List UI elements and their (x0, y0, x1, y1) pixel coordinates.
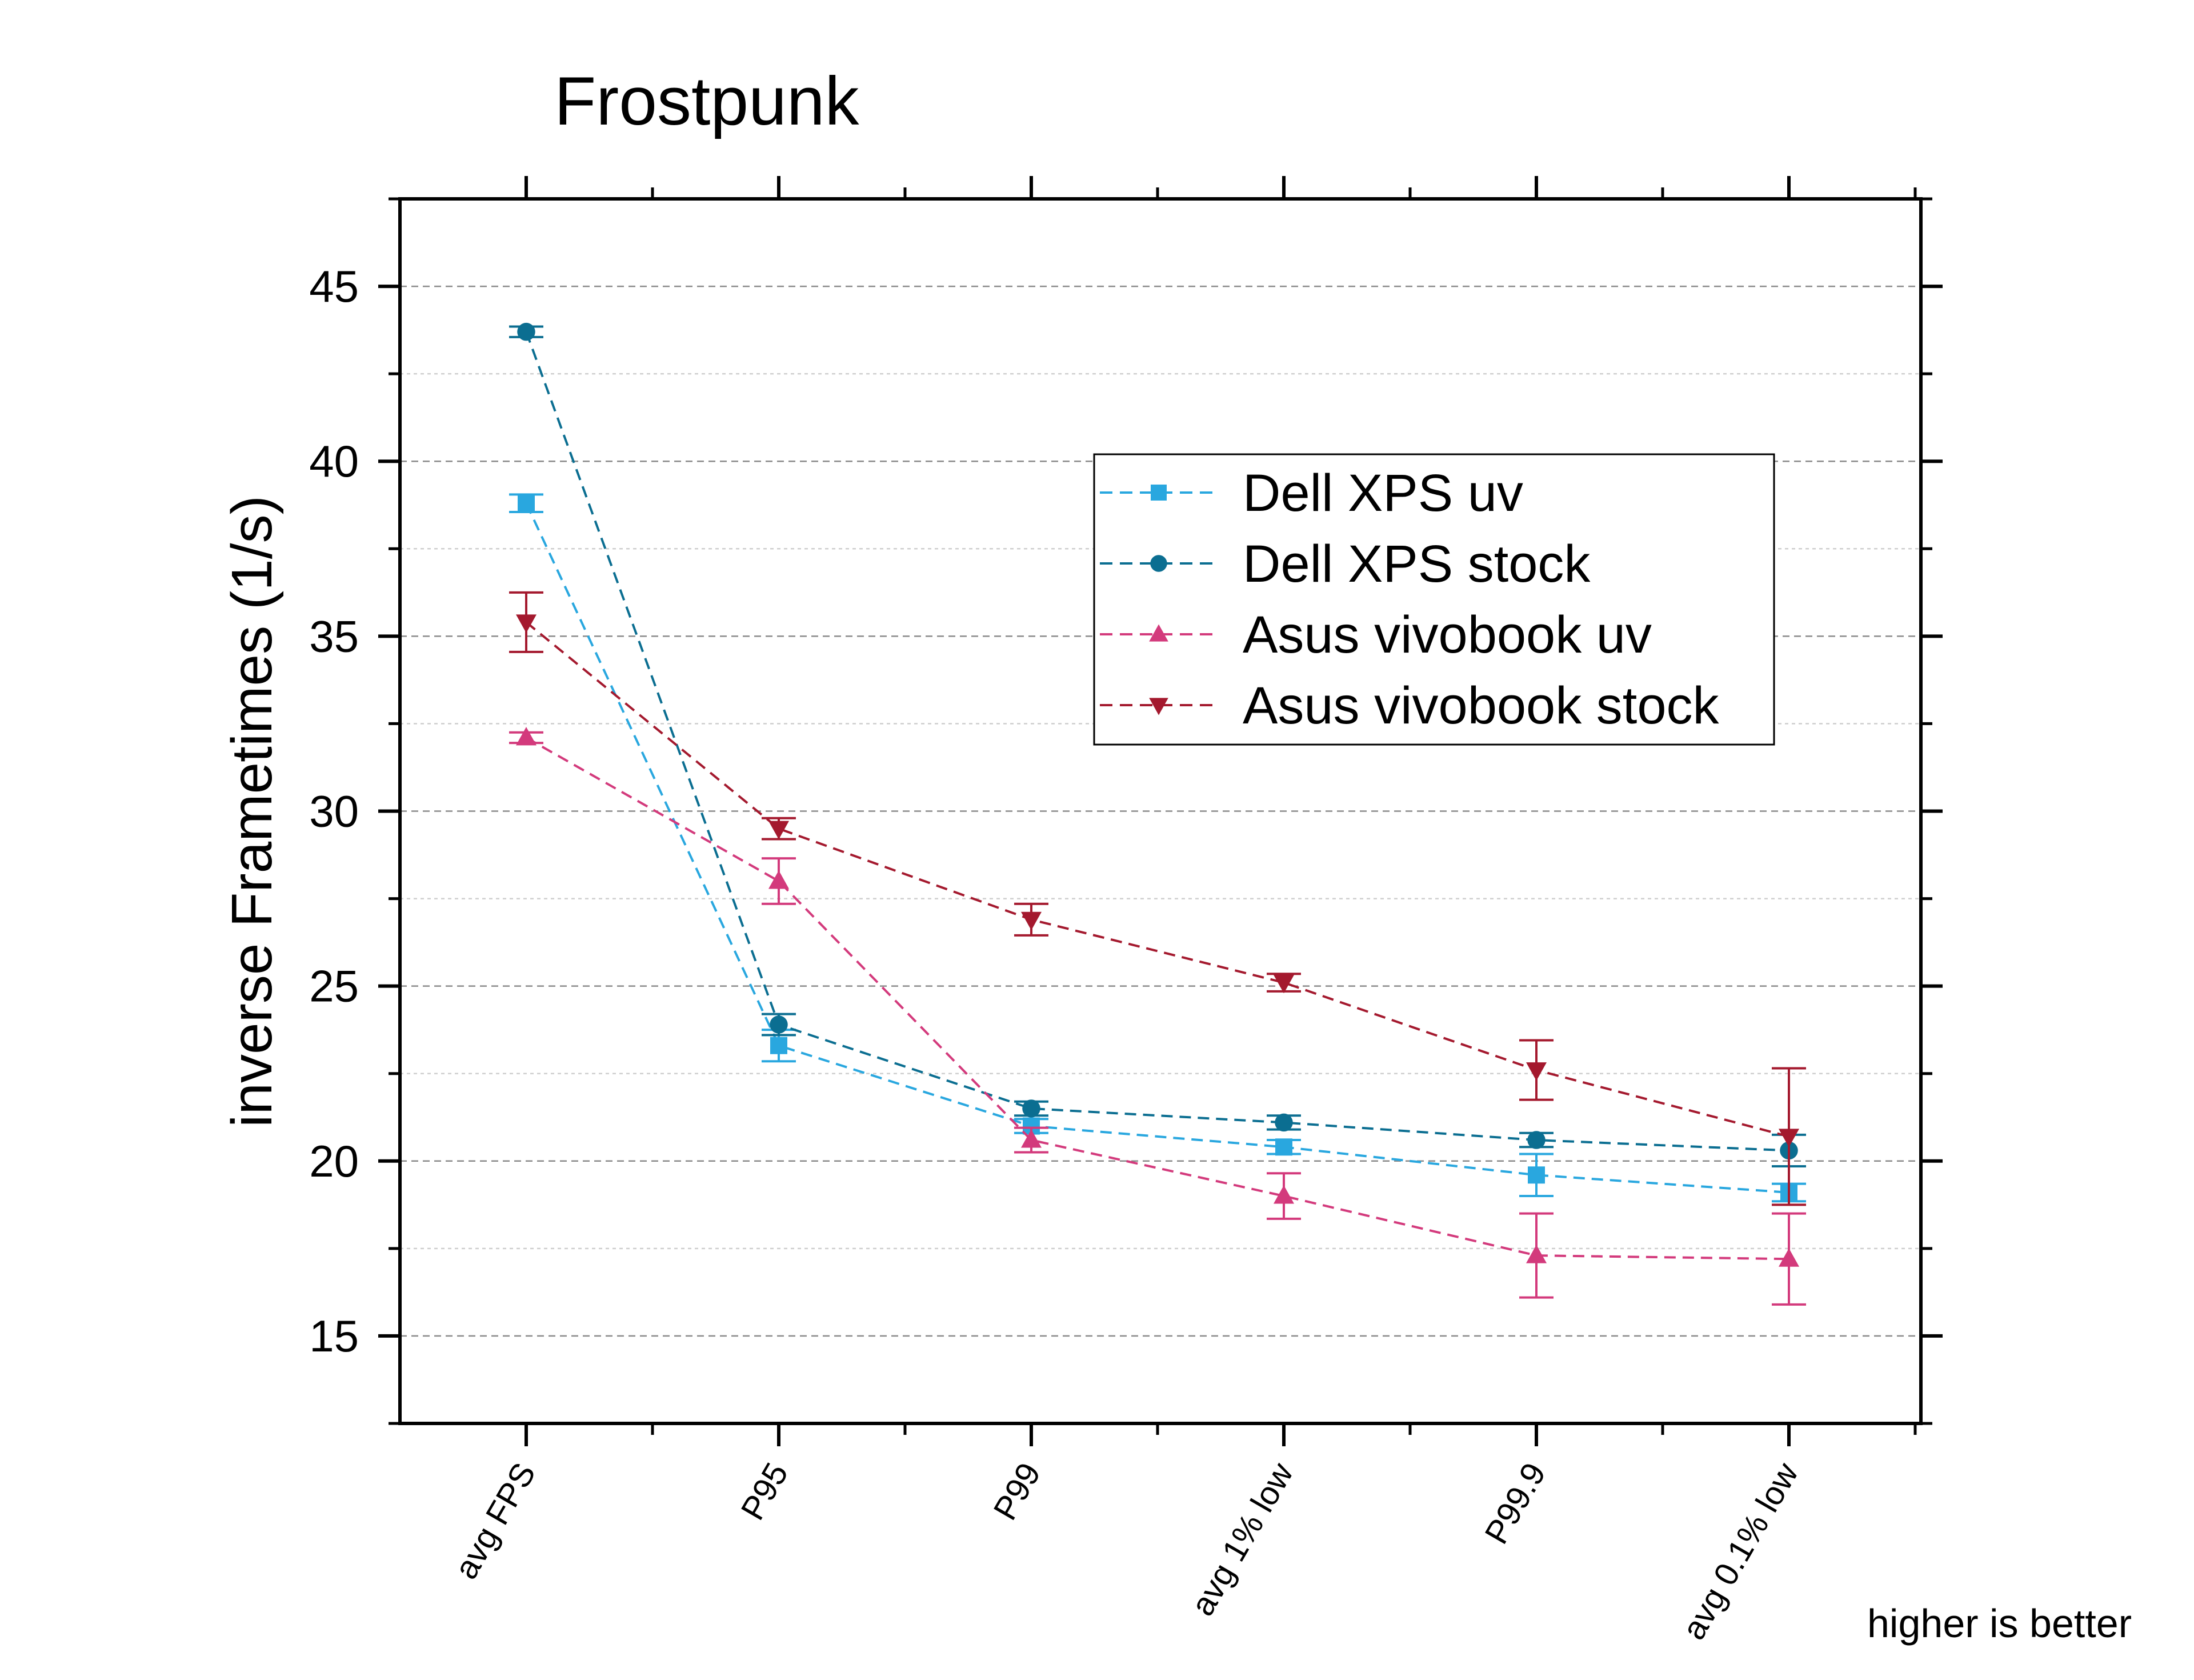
series-asus-vivobook-uv (509, 727, 1806, 1306)
y-tick-label: 30 (309, 786, 359, 837)
series (509, 322, 1806, 1306)
marker-triangle-down (768, 821, 789, 839)
marker-triangle-up (1779, 1248, 1799, 1267)
series-line (525, 502, 1789, 1194)
marker-triangle-down (1274, 975, 1294, 994)
series-line (526, 737, 1789, 1261)
x-tick-label: P99 (986, 1457, 1048, 1526)
marker-circle (1527, 1131, 1546, 1149)
y-tick-label: 45 (309, 261, 359, 311)
legend: Dell XPS uv Dell XPS stock Asus vivobook u… (1093, 453, 1775, 746)
legend-entry: Asus vivobook uv (1100, 606, 1652, 664)
grid-lines (400, 198, 1921, 1425)
y-axis-label: inverse Frametimes (1/s) (220, 495, 284, 1127)
marker-triangle-down (1149, 698, 1168, 715)
x-tick-label: P99.9 (1478, 1457, 1553, 1550)
marker-circle (517, 322, 535, 341)
legend-box (1093, 453, 1775, 746)
marker-triangle-up (1149, 624, 1168, 642)
x-tick-label: P95 (734, 1457, 795, 1526)
marker-triangle-up (516, 727, 537, 746)
y-tick-label: 35 (309, 611, 359, 661)
marker-circle (1275, 1113, 1293, 1132)
marker-triangle-up (1526, 1245, 1547, 1263)
marker-triangle-down (1021, 911, 1042, 931)
legend-entry: Asus vivobook stock (1100, 677, 1719, 735)
x-tick-label: avg 0.1% low (1675, 1456, 1805, 1646)
marker-circle (1022, 1099, 1040, 1118)
marker-triangle-up (768, 870, 789, 889)
marker-square (1528, 1166, 1545, 1184)
marker-triangle-down (1526, 1062, 1547, 1081)
chart-title: Frostpunk (554, 63, 860, 139)
legend-entry: Dell XPS stock (1100, 535, 1591, 593)
y-tick-label: 40 (309, 436, 359, 486)
series-asus-vivobook-stock (509, 591, 1806, 1206)
x-tick-label: avg FPS (447, 1457, 543, 1585)
marker-triangle-up (1274, 1185, 1294, 1204)
y-tick-label: 25 (309, 961, 359, 1011)
marker-square (1151, 485, 1167, 501)
legend-label: Dell XPS uv (1243, 464, 1523, 522)
legend-label: Asus vivobook uv (1243, 606, 1652, 664)
series-dell-xps-uv (509, 493, 1806, 1203)
marker-triangle-down (516, 614, 537, 633)
legend-label: Dell XPS stock (1243, 535, 1591, 593)
marker-triangle-down (1779, 1129, 1799, 1147)
footnote: higher is better (1867, 1601, 2132, 1646)
x-tick-label: avg 1% low (1184, 1456, 1301, 1622)
marker-triangle-up (1021, 1129, 1042, 1148)
marker-square (518, 494, 535, 512)
marker-square (1275, 1138, 1292, 1156)
y-tick-label: 15 (309, 1311, 359, 1361)
y-tick-label: 20 (309, 1136, 359, 1186)
axes: 15 20 25 30 35 40 45 avg FPS P95 P99 avg 1% low P99… (309, 176, 1943, 1646)
marker-circle (770, 1015, 788, 1034)
marker-circle (1150, 555, 1167, 572)
marker-square (770, 1037, 787, 1054)
series-line (525, 331, 1789, 1152)
legend-entry: Dell XPS uv (1100, 464, 1523, 522)
legend-label: Asus vivobook stock (1243, 677, 1719, 735)
